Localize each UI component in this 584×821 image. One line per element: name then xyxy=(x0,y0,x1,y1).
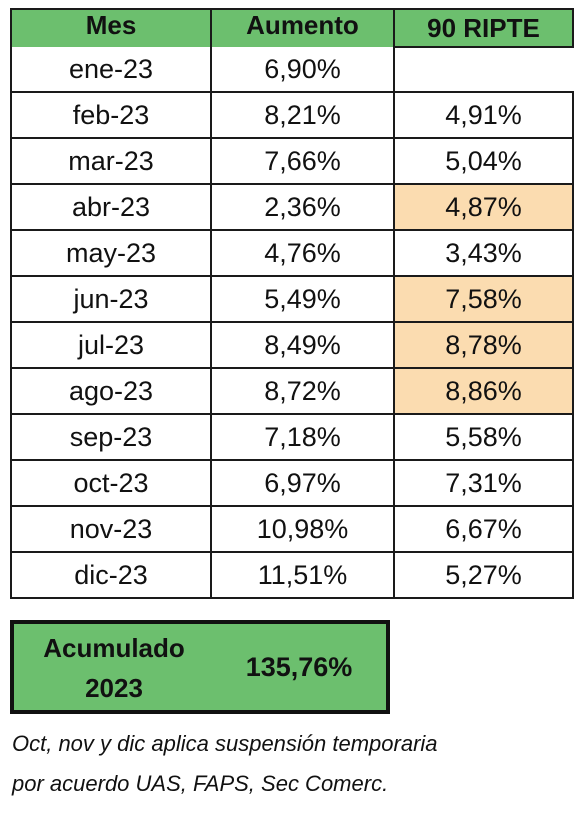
cell-aumento: 6,90% xyxy=(210,47,395,93)
cell-aumento: 6,97% xyxy=(210,459,395,507)
accumulated-label: Acumulado 2023 xyxy=(43,633,185,703)
cell-mes: ago-23 xyxy=(10,367,212,415)
salary-table-sheet: Mes Aumento 90 RIPTE ene-23 6,90% feb-23 8,… xyxy=(10,8,574,796)
table-row: nov-23 10,98% 6,67% xyxy=(10,505,574,553)
cell-aumento: 8,49% xyxy=(210,321,395,369)
cell-aumento: 11,51% xyxy=(210,551,395,599)
cell-mes: nov-23 xyxy=(10,505,212,553)
cell-ripte: 8,78% xyxy=(393,321,574,369)
cell-ripte: 4,87% xyxy=(393,183,574,231)
footnote-line-2: por acuerdo UAS, FAPS, Sec Comerc. xyxy=(12,771,389,796)
table-row: feb-23 8,21% 4,91% xyxy=(10,91,574,139)
cell-mes: mar-23 xyxy=(10,137,212,185)
accumulated-total-box: Acumulado 2023 135,76% xyxy=(10,620,390,714)
header-mes: Mes xyxy=(10,8,211,47)
cell-ripte: 5,58% xyxy=(393,413,574,461)
cell-aumento: 4,76% xyxy=(210,229,395,277)
cell-aumento: 2,36% xyxy=(210,183,395,231)
cell-mes: may-23 xyxy=(10,229,212,277)
table-row: ago-23 8,72% 8,86% xyxy=(10,367,574,415)
cell-ripte: 4,91% xyxy=(393,91,574,139)
cell-aumento: 5,49% xyxy=(210,275,395,323)
cell-ripte: 5,04% xyxy=(393,137,574,185)
cell-ripte: 7,58% xyxy=(393,275,574,323)
cell-mes: oct-23 xyxy=(10,459,212,507)
footnote-line-1: Oct, nov y dic aplica suspensión tempora… xyxy=(12,731,438,756)
table-body: ene-23 6,90% feb-23 8,21% 4,91% mar-23 7,66% 5,… xyxy=(10,47,574,599)
cell-mes: jul-23 xyxy=(10,321,212,369)
cell-ripte: 8,86% xyxy=(393,367,574,415)
cell-aumento: 8,21% xyxy=(210,91,395,139)
table-row: abr-23 2,36% 4,87% xyxy=(10,183,574,231)
table-row: sep-23 7,18% 5,58% xyxy=(10,413,574,461)
cell-mes: ene-23 xyxy=(10,47,212,93)
cell-mes: feb-23 xyxy=(10,91,212,139)
footnote: Oct, nov y dic aplica suspensión tempora… xyxy=(12,724,572,804)
accumulated-value: 135,76% xyxy=(245,652,353,682)
cell-mes: dic-23 xyxy=(10,551,212,599)
table-row: jul-23 8,49% 8,78% xyxy=(10,321,574,369)
header-ripte: 90 RIPTE xyxy=(393,8,574,48)
table-row: may-23 4,76% 3,43% xyxy=(10,229,574,277)
cell-aumento: 10,98% xyxy=(210,505,395,553)
header-aumento: Aumento xyxy=(210,8,394,47)
cell-mes: sep-23 xyxy=(10,413,212,461)
table-row: ene-23 6,90% xyxy=(10,47,573,93)
cell-mes: abr-23 xyxy=(10,183,212,231)
table-row: oct-23 6,97% 7,31% xyxy=(10,459,574,507)
cell-ripte: 6,67% xyxy=(393,505,574,553)
cell-aumento: 7,18% xyxy=(210,413,395,461)
cell-ripte: 3,43% xyxy=(393,229,574,277)
table-row: jun-23 5,49% 7,58% xyxy=(10,275,574,323)
cell-ripte: 7,31% xyxy=(393,459,574,507)
table-row: mar-23 7,66% 5,04% xyxy=(10,137,574,185)
salary-table: Mes Aumento 90 RIPTE ene-23 6,90% feb-23 8,… xyxy=(10,8,574,599)
header-row: Mes Aumento 90 RIPTE xyxy=(10,8,574,48)
table-row: dic-23 11,51% 5,27% xyxy=(10,551,574,599)
cell-ripte: 5,27% xyxy=(393,551,574,599)
cell-mes: jun-23 xyxy=(10,275,212,323)
cell-aumento: 7,66% xyxy=(210,137,395,185)
cell-aumento: 8,72% xyxy=(210,367,395,415)
